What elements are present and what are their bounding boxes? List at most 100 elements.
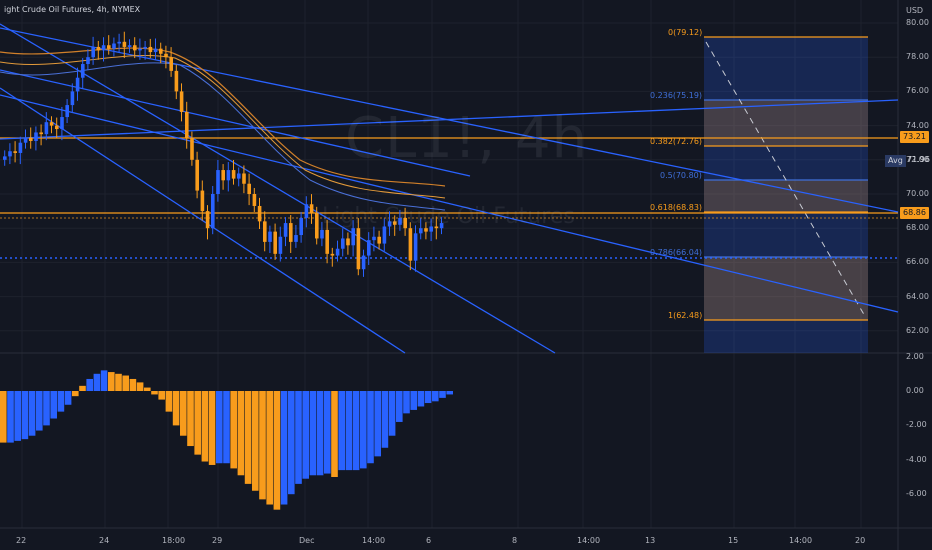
oscillator-bar — [273, 391, 281, 510]
oscillator-bar — [403, 391, 410, 414]
candle — [361, 255, 366, 270]
candle — [351, 228, 355, 246]
fib-level-label: 0.236(75.19) — [650, 91, 703, 100]
osc-tick-label: -2.00 — [906, 420, 927, 430]
oscillator-bar — [57, 391, 65, 412]
candle — [367, 240, 371, 256]
candle — [403, 217, 407, 229]
oscillator-bar — [158, 391, 165, 400]
candle — [231, 170, 236, 179]
oscillator-bar — [316, 391, 324, 476]
candle — [341, 238, 345, 249]
candle — [283, 223, 288, 237]
candle — [179, 91, 184, 112]
candle — [112, 43, 116, 49]
price-tick-label: 68.00 — [906, 223, 929, 233]
oscillator-bar — [36, 391, 43, 431]
oscillator-bar — [324, 391, 331, 474]
candle — [216, 170, 220, 194]
candle — [34, 132, 38, 141]
oscillator-bar — [396, 391, 403, 422]
price-tick-label: 64.00 — [906, 291, 929, 301]
oscillator-bar — [115, 373, 122, 391]
candle — [153, 48, 158, 53]
oscillator-bar — [151, 391, 158, 395]
candle — [413, 233, 418, 261]
fib-trend-line — [705, 41, 867, 319]
oscillator-bar — [237, 391, 245, 476]
oscillator-bar — [288, 391, 295, 495]
oscillator-bar — [352, 391, 360, 471]
candle — [190, 137, 194, 160]
trend-line — [0, 27, 899, 213]
candle — [289, 223, 293, 242]
candle — [226, 170, 231, 181]
time-tick-label: 13 — [645, 536, 656, 545]
candle — [122, 41, 127, 47]
candle — [393, 221, 397, 225]
oscillator-bar — [7, 391, 14, 443]
candle — [169, 57, 173, 71]
time-tick-label: 22 — [16, 536, 27, 545]
oscillator-bar — [194, 391, 201, 455]
oscillator-bar — [388, 391, 396, 436]
oscillator-bar — [144, 387, 151, 391]
candle — [346, 238, 350, 246]
oscillator-bar — [216, 391, 223, 464]
oscillator-bar — [280, 391, 288, 505]
oscillator-bar — [108, 372, 115, 391]
oscillator-bar — [223, 391, 230, 464]
avg-label: Avg — [885, 155, 906, 167]
fib-zone — [704, 180, 868, 212]
candle — [304, 204, 309, 218]
oscillator-bar — [136, 382, 144, 391]
oscillator-bar — [417, 391, 425, 407]
candle — [138, 48, 142, 51]
candle — [86, 57, 90, 65]
fib-level-label: 0.618(68.83) — [650, 203, 703, 212]
candle — [101, 45, 106, 51]
time-tick-label: 8 — [512, 536, 518, 545]
candle — [299, 217, 303, 236]
osc-tick-label: -6.00 — [906, 489, 927, 499]
price-tick-label: 78.00 — [906, 52, 929, 62]
fib-level-label: 0.5(70.80) — [660, 171, 702, 180]
candle — [8, 151, 12, 157]
oscillator-bar — [129, 378, 137, 391]
candle — [23, 137, 28, 143]
candle — [429, 226, 433, 232]
oscillator-bar — [302, 391, 309, 479]
candle — [70, 91, 75, 106]
candle — [3, 156, 7, 160]
candle — [419, 228, 423, 234]
oscillator-bar — [244, 391, 252, 484]
candle — [107, 45, 111, 49]
price-tick-label: 72.00 — [906, 154, 929, 164]
oscillator-bar — [86, 378, 93, 391]
candle — [148, 46, 153, 53]
candle — [205, 211, 210, 229]
candle — [434, 226, 439, 229]
oscillator-bar — [367, 391, 374, 464]
oscillator-bar — [424, 391, 432, 404]
candle — [398, 217, 402, 225]
chart-title: ight Crude Oil Futures, 4h, NYMEX — [4, 5, 141, 14]
price-tick-label: 80.00 — [906, 18, 929, 27]
time-tick-label: 14:00 — [789, 536, 813, 545]
currency-unit: USD — [906, 6, 924, 15]
candle — [96, 46, 101, 51]
oscillator-bar — [43, 391, 50, 426]
candle — [320, 229, 324, 239]
time-tick-label: 18:00 — [162, 536, 186, 545]
oscillator-bar — [122, 375, 129, 391]
last-price-tag: 68.86 — [900, 207, 929, 219]
oscillator-bar — [64, 391, 72, 405]
oscillator-bar — [180, 391, 187, 436]
price-tick-label: 76.00 — [906, 86, 929, 96]
fib-level-label: 0.382(72.76) — [650, 137, 703, 146]
candle — [273, 231, 277, 254]
candle — [75, 77, 80, 92]
oscillator-bar — [0, 391, 7, 443]
